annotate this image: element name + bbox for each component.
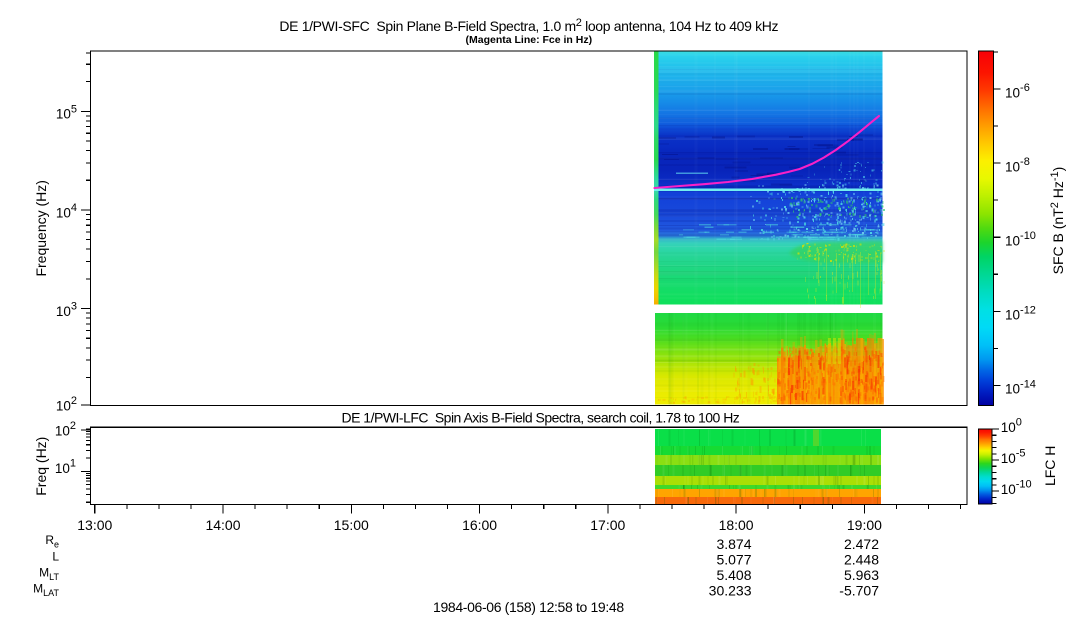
svg-text:SFC B (nT2 Hz-1): SFC B (nT2 Hz-1) <box>1049 167 1066 275</box>
svg-text:15:00: 15:00 <box>334 517 369 533</box>
svg-text:103: 103 <box>56 301 77 319</box>
svg-text:10-10: 10-10 <box>1005 230 1036 248</box>
svg-text:MLAT: MLAT <box>33 582 59 599</box>
svg-text:30.233: 30.233 <box>709 583 752 599</box>
svg-text:MLT: MLT <box>39 565 59 582</box>
svg-text:100: 100 <box>1001 417 1022 435</box>
svg-text:10-6: 10-6 <box>1005 82 1030 100</box>
svg-text:5.077: 5.077 <box>716 551 751 567</box>
svg-text:DE 1/PWI-SFC Spin Plane B-Fie: DE 1/PWI-SFC Spin Plane B-Field Spectra,… <box>279 17 778 34</box>
svg-text:DE 1/PWI-LFC Spin Axis B-Fiel: DE 1/PWI-LFC Spin Axis B-Field Spectra, … <box>341 410 739 426</box>
svg-text:1984-06-06 (158) 12:58 to 19:4: 1984-06-06 (158) 12:58 to 19:48 <box>433 599 624 615</box>
svg-text:105: 105 <box>56 103 77 121</box>
svg-text:102: 102 <box>55 420 76 438</box>
svg-text:2.448: 2.448 <box>844 551 879 567</box>
svg-text:Frequency (Hz): Frequency (Hz) <box>33 180 49 276</box>
svg-text:16:00: 16:00 <box>462 517 497 533</box>
svg-text:(Magenta Line: Fce in Hz): (Magenta Line: Fce in Hz) <box>466 34 593 46</box>
svg-text:L: L <box>52 550 59 564</box>
svg-text:18:00: 18:00 <box>719 517 754 533</box>
svg-text:LFC H: LFC H <box>1042 446 1058 486</box>
svg-text:102: 102 <box>56 395 77 413</box>
svg-text:10-8: 10-8 <box>1005 156 1030 174</box>
svg-text:10-5: 10-5 <box>1001 448 1026 466</box>
svg-text:17:00: 17:00 <box>590 517 625 533</box>
svg-text:10-12: 10-12 <box>1005 304 1036 322</box>
svg-text:2.472: 2.472 <box>844 536 879 552</box>
svg-text:104: 104 <box>56 202 77 220</box>
svg-text:-5.707: -5.707 <box>839 583 879 599</box>
svg-text:19:00: 19:00 <box>847 517 882 533</box>
svg-text:101: 101 <box>55 458 76 476</box>
svg-text:10-14: 10-14 <box>1005 378 1036 396</box>
svg-text:5.963: 5.963 <box>844 567 879 583</box>
svg-text:5.408: 5.408 <box>716 567 751 583</box>
svg-text:14:00: 14:00 <box>205 517 240 533</box>
svg-text:13:00: 13:00 <box>77 517 112 533</box>
svg-text:3.874: 3.874 <box>716 536 751 552</box>
svg-text:Re: Re <box>45 533 59 550</box>
svg-text:Freq (Hz): Freq (Hz) <box>33 437 49 496</box>
svg-text:10-10: 10-10 <box>1001 479 1032 497</box>
